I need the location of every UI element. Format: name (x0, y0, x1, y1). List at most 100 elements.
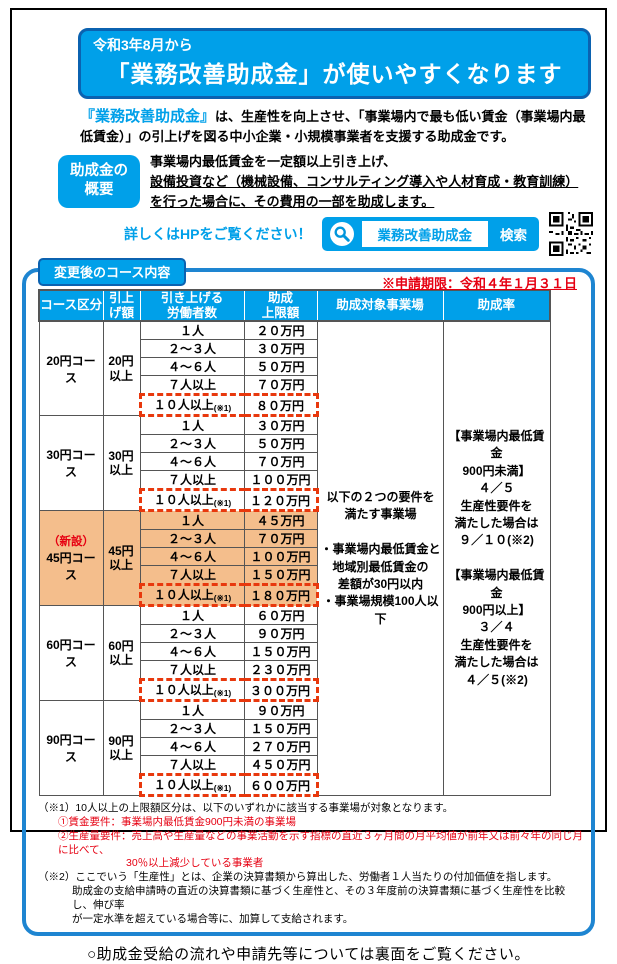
table-header-row: コース区分 引上 げ額 引き上げる 労働者数 助成 上限額 助成対象事業場 助成… (38, 289, 551, 323)
footnote-ref: (※1) (213, 498, 232, 509)
overview-line1: 事業場内最低賃金を一定額以上引き上げ、 (150, 153, 397, 169)
course-raise: 45円 以上 (102, 510, 141, 607)
overview-badge-line1: 助成金の (70, 162, 128, 179)
amount-cell: ９０万円 (243, 624, 318, 644)
table-row: ４～６人 ７０万円 (39, 452, 550, 472)
eligible-workplace-cell: 以下の２つの要件を 満たす事業場 ・事業場内最低賃金と 地域別最低賃金の 差額が… (316, 320, 444, 797)
table-row: １０人以上(※1) ３００万円 (39, 678, 550, 703)
amount-cell: ４５万円 (243, 510, 318, 531)
overview-line3: を行った場合に、その費用の一部を助成します。 (150, 193, 435, 209)
workers-cell: １人 (139, 510, 245, 531)
intro-body: は、生産性を向上させ、「事業場内で最も低い賃金（事業場内最低賃金）」の引上げを図… (80, 109, 586, 144)
amount-cell: ２３０万円 (243, 660, 318, 681)
application-deadline: ※申請期限：令和４年１月３１日 (381, 276, 577, 292)
footnote-1-production-req-cont: 30％以上減少している事業者 (126, 857, 264, 870)
col-header-raise: 引上 げ額 (102, 289, 141, 323)
workers-cell-highlighted: １０人以上(※1) (138, 488, 245, 513)
table-row: ４～６人 ２７０万円 (39, 737, 550, 757)
workers-cell: ７人以上 (139, 660, 245, 681)
table-row: １０人以上(※1) １２０万円 (39, 488, 550, 513)
amount-cell: １００万円 (243, 470, 318, 491)
amount-cell: １００万円 (243, 547, 318, 567)
table-row: ７人以上 ４５０万円 (39, 755, 550, 776)
table-row: ４～６人 １００万円 (39, 547, 550, 567)
course-name: 90円コース (38, 700, 104, 797)
amount-cell: ４５０万円 (243, 755, 318, 776)
workers-cell: ４～６人 (139, 357, 245, 377)
course-name: 20円コース (38, 320, 104, 417)
workers-cell: １人 (139, 700, 245, 721)
table-row: ４～６人 １５０万円 (39, 642, 550, 662)
overview-text: 事業場内最低賃金を一定額以上引き上げ、 設備投資など（機械設備、コンサルティング… (150, 152, 578, 212)
workers-cell: ７人以上 (139, 755, 245, 776)
amount-cell: ５０万円 (243, 357, 318, 377)
amount-cell-highlighted: １２０万円 (243, 488, 319, 513)
title-banner: 令和3年8月から 「業務改善助成金」が使いやすくなります (78, 28, 591, 99)
footnote-ref: (※1) (213, 403, 232, 414)
workers-cell-highlighted: １０人以上(※1) (138, 678, 245, 703)
col-header-cap: 助成 上限額 (243, 289, 318, 323)
amount-cell: ６０万円 (243, 605, 318, 626)
amount-cell: １５０万円 (243, 642, 318, 662)
qr-code (549, 212, 593, 257)
course-name: 30円コース (38, 415, 104, 512)
subsidy-rate-cell: 【事業場内最低賃金 900円未満】 ４／５ 生産性要件を 満たした場合は ９／１… (442, 320, 551, 797)
footnote-ref: (※1) (213, 783, 232, 794)
col-header-rate: 助成率 (442, 289, 551, 323)
search-icon (329, 222, 354, 247)
search-button: 検索 (500, 228, 527, 244)
overview-badge: 助成金の 概要 (58, 154, 140, 208)
section-tab: 変更後のコース内容 (38, 258, 187, 287)
hp-search-row: 詳しくはHPをご覧ください！ 業務改善助成金 検索 (22, 212, 593, 257)
course-detail-box: 変更後のコース内容 ※申請期限：令和４年１月３１日 コース区分 引上 げ額 引き… (22, 258, 595, 936)
amount-cell: ７０万円 (243, 375, 318, 396)
workers-cell-highlighted: １０人以上(※1) (138, 773, 245, 798)
footnote-ref: (※1) (213, 593, 232, 604)
course-raise: 30円 以上 (102, 415, 141, 512)
table-row: ２～３人 ５０万円 (39, 434, 550, 454)
workers-cell-highlighted: １０人以上(※1) (138, 583, 245, 608)
workers-cell: ４～６人 (139, 547, 245, 567)
footnotes: （※1） 10人以上の上限額区分は、以下のいずれかに該当する事業場が対象となります… (38, 802, 583, 927)
page-title: 「業務改善助成金」が使いやすくなります (106, 61, 563, 87)
amount-cell: ７０万円 (243, 529, 318, 549)
table-row: 60円コース 60円 以上 １人 ６０万円 (38, 605, 550, 702)
course-new-label: （新設） (48, 536, 94, 549)
col-header-course: コース区分 (38, 289, 104, 323)
table-row: 30円コース 30円 以上 １人 ３０万円 (38, 415, 550, 512)
workers-cell: ２～３人 (139, 719, 245, 739)
footnote-1-production-req: ②生産量要件：売上高や生産量などの事業活動を示す指標の直近３ヶ月間の月平均値が前… (58, 829, 583, 856)
table-row: ７人以上 ７０万円 (39, 375, 550, 396)
course-raise: 60円 以上 (102, 605, 141, 702)
amount-cell: ２７０万円 (243, 737, 318, 757)
footnote-1: （※1） 10人以上の上限額区分は、以下のいずれかに該当する事業場が対象となります… (38, 802, 454, 815)
table-row: ２～３人 ３０万円 (39, 339, 550, 359)
workers-cell: １人 (139, 605, 245, 626)
banner-date: 令和3年8月から (93, 37, 193, 53)
amount-cell-highlighted: ８０万円 (243, 393, 319, 418)
table-row: ２～３人 １５０万円 (39, 719, 550, 739)
workers-cell: ４～６人 (139, 452, 245, 472)
amount-cell: ９０万円 (243, 700, 318, 721)
course-name: 60円コース (38, 605, 104, 702)
col-header-workers: 引き上げる 労働者数 (139, 289, 245, 323)
col-header-eligible: 助成対象事業場 (316, 289, 444, 323)
workers-cell: ４～６人 (139, 737, 245, 757)
amount-cell-highlighted: １８０万円 (243, 583, 319, 608)
amount-cell: ３０万円 (243, 339, 318, 359)
hp-prompt: 詳しくはHPをご覧ください！ (124, 226, 312, 243)
workers-cell-highlighted: １０人以上(※1) (138, 393, 245, 418)
amount-cell-highlighted: ６００万円 (243, 773, 319, 798)
workers-cell: ２～３人 (139, 434, 245, 454)
workers-cell: ７人以上 (139, 375, 245, 396)
amount-cell-highlighted: ３００万円 (243, 678, 319, 703)
workers-cell: ２～３人 (139, 529, 245, 549)
workers-cell: ４～６人 (139, 642, 245, 662)
intro-paragraph: 『業務改善助成金』は、生産性を向上させ、「事業場内で最も低い賃金（事業場内最低賃… (80, 106, 593, 147)
workers-cell: ２～３人 (139, 624, 245, 644)
amount-cell: １５０万円 (243, 565, 318, 586)
footnote-2-line2: 助成金の支給申請時の直近の決算書類に基づく生産性と、その３年度前の決算書類に基づ… (72, 885, 566, 912)
table-row: ７人以上 ２３０万円 (39, 660, 550, 681)
amount-cell: １５０万円 (243, 719, 318, 739)
footnote-1-wage-req: ①賃金要件：事業場内最低賃金900円未満の事業場 (58, 815, 297, 828)
